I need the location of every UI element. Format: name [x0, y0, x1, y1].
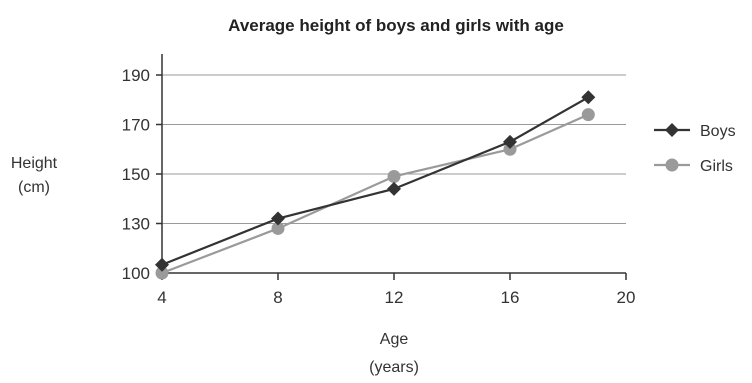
legend: Boys Girls	[654, 123, 736, 175]
data-point-circle	[155, 266, 169, 280]
y-tick-label: 130	[122, 215, 150, 234]
data-point-circle	[581, 108, 595, 122]
series-layer	[155, 90, 596, 280]
y-tick-labels: 100 130 150 170 190	[122, 66, 162, 283]
data-point-diamond	[665, 123, 679, 137]
data-point-diamond	[581, 90, 596, 105]
legend-item-girls: Girls	[654, 158, 733, 175]
x-tick-labels: 4 8 12 16 20	[157, 273, 635, 307]
y-axis-label-line1: Height	[11, 155, 58, 172]
x-tick-label: 16	[501, 288, 520, 307]
legend-item-boys: Boys	[654, 123, 736, 140]
data-point-diamond	[155, 257, 169, 272]
data-point-diamond	[387, 181, 401, 196]
data-point-diamond	[271, 211, 285, 226]
y-tick-label: 150	[122, 165, 150, 184]
x-axis-label-line1: Age	[380, 331, 409, 348]
data-point-diamond	[503, 134, 517, 149]
y-tick-label: 100	[122, 264, 150, 283]
series-boys	[155, 90, 596, 272]
data-point-circle	[503, 142, 517, 156]
x-tick-label: 12	[385, 288, 404, 307]
legend-label: Boys	[700, 123, 736, 140]
x-tick-label: 4	[157, 288, 166, 307]
x-tick-label: 20	[617, 288, 636, 307]
data-point-circle	[271, 221, 285, 235]
legend-label: Girls	[700, 158, 733, 175]
gridlines	[162, 74, 626, 224]
series-girls	[155, 108, 595, 280]
series-line	[161, 96, 589, 266]
y-tick-label: 190	[122, 66, 150, 85]
x-axis-label-line2: (years)	[369, 359, 419, 376]
y-tick-label: 170	[122, 116, 150, 135]
data-point-circle	[387, 169, 401, 183]
data-point-circle	[665, 158, 679, 172]
chart-title: Average height of boys and girls with ag…	[228, 16, 564, 35]
y-axis-label-line2: (cm)	[18, 179, 50, 196]
x-tick-label: 8	[273, 288, 282, 307]
